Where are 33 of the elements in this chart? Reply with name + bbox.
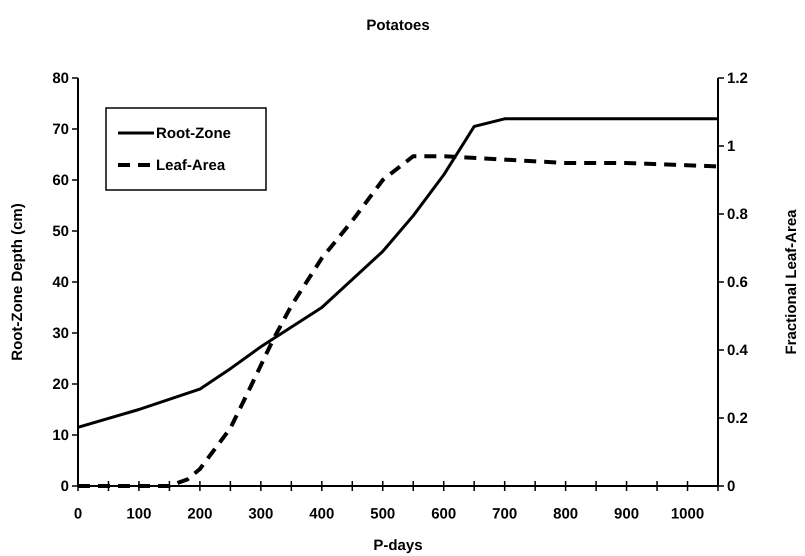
y-tick-label: 30 bbox=[52, 324, 69, 342]
x-tick-label: 300 bbox=[248, 506, 274, 522]
y-tick-label: 80 bbox=[52, 70, 69, 87]
y-tick-label: 10 bbox=[52, 426, 69, 444]
x-tick-label: 1000 bbox=[670, 506, 704, 522]
y-tick-label: 70 bbox=[52, 120, 69, 138]
x-tick-label: 700 bbox=[492, 506, 518, 522]
y-tick-label: 20 bbox=[52, 376, 69, 393]
y-tick-label: 60 bbox=[52, 172, 69, 189]
y2-tick-label: 0.6 bbox=[727, 274, 748, 291]
x-tick-label: 900 bbox=[614, 506, 640, 522]
x-tick-label: 800 bbox=[553, 506, 578, 522]
y-tick-label: 0 bbox=[60, 478, 69, 495]
y2-tick-label: 0 bbox=[727, 478, 736, 495]
y2-axis-title: Fractional Leaf-Area bbox=[783, 208, 800, 355]
x-tick-label: 200 bbox=[187, 506, 212, 522]
x-tick-label: 500 bbox=[370, 506, 396, 522]
y-axis-title: Root-Zone Depth (cm) bbox=[9, 203, 26, 361]
chart-title: Potatoes bbox=[366, 17, 430, 34]
x-tick-label: 600 bbox=[431, 506, 456, 522]
x-tick-label: 400 bbox=[309, 506, 334, 522]
legend-label: Root-Zone bbox=[156, 125, 231, 142]
x-tick-label: 100 bbox=[126, 506, 152, 522]
y2-tick-label: 1.2 bbox=[727, 70, 748, 87]
x-tick-label: 0 bbox=[74, 506, 82, 522]
y2-tick-label: 0.8 bbox=[727, 206, 748, 223]
y-tick-label: 40 bbox=[52, 274, 69, 291]
y-tick-label: 50 bbox=[52, 222, 69, 240]
y2-tick-label: 1 bbox=[727, 138, 736, 155]
y2-tick-label: 0.2 bbox=[727, 410, 748, 427]
y2-tick-label: 0.4 bbox=[727, 342, 749, 359]
x-axis-title: P-days bbox=[373, 537, 423, 554]
legend-label: Leaf-Area bbox=[156, 157, 226, 174]
